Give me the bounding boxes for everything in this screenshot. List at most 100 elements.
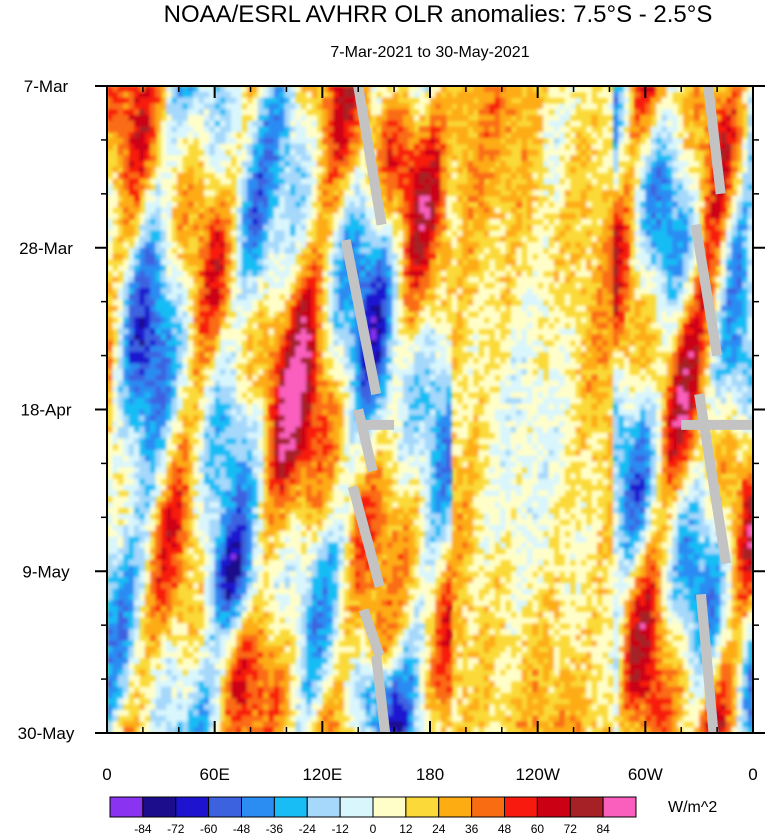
heatmap-cell — [424, 328, 431, 336]
heatmap-cell — [187, 317, 194, 324]
heatmap-cell — [408, 259, 415, 266]
heatmap-cell — [639, 143, 646, 151]
heatmap-cell — [548, 126, 555, 133]
heatmap-cell — [284, 137, 291, 145]
heatmap-cell — [139, 270, 146, 278]
heatmap-cell — [246, 363, 253, 370]
heatmap-cell — [559, 137, 566, 145]
heatmap-cell — [639, 86, 646, 93]
heatmap-cell — [150, 369, 157, 376]
heatmap-cell — [672, 143, 679, 151]
heatmap-cell — [650, 195, 657, 203]
heatmap-cell — [548, 351, 555, 359]
heatmap-cell — [220, 213, 227, 220]
heatmap-cell — [639, 276, 646, 284]
heatmap-cell — [123, 299, 130, 307]
heatmap-cell — [478, 120, 485, 128]
heatmap-cell — [392, 340, 399, 347]
heatmap-cell — [731, 172, 738, 180]
heatmap-cell — [430, 195, 436, 203]
heatmap-cell — [613, 276, 620, 284]
heatmap-cell — [613, 103, 620, 110]
heatmap-cell — [144, 236, 151, 243]
heatmap-cell — [430, 218, 436, 226]
heatmap-cell — [290, 207, 297, 214]
heatmap-cell — [537, 207, 544, 214]
heatmap-cell — [413, 161, 420, 168]
heatmap-cell — [645, 340, 652, 347]
heatmap-cell — [397, 369, 404, 376]
heatmap-cell — [683, 270, 689, 278]
heatmap-cell — [322, 109, 329, 116]
heatmap-cell — [580, 247, 587, 255]
heatmap-cell — [569, 265, 576, 272]
heatmap-cell — [376, 374, 383, 382]
heatmap-cell — [430, 103, 436, 110]
heatmap-cell — [731, 299, 738, 307]
heatmap-cell — [209, 265, 216, 272]
heatmap-cell — [618, 345, 625, 353]
heatmap-cell — [521, 345, 528, 353]
heatmap-cell — [112, 195, 119, 203]
heatmap-cell — [365, 224, 372, 232]
heatmap-cell — [220, 311, 227, 318]
heatmap-cell — [263, 247, 270, 255]
heatmap-cell — [666, 241, 673, 249]
heatmap-cell — [290, 236, 297, 243]
heatmap-cell — [435, 109, 442, 116]
heatmap-cell — [263, 120, 270, 128]
heatmap-cell — [133, 241, 140, 249]
heatmap-cell — [473, 172, 480, 180]
heatmap-cell — [268, 236, 275, 243]
heatmap-cell — [155, 114, 162, 122]
heatmap-cell — [494, 311, 501, 318]
heatmap-cell — [559, 270, 566, 278]
heatmap-cell — [478, 363, 485, 370]
heatmap-cell — [618, 299, 625, 307]
heatmap-cell — [300, 270, 307, 278]
heatmap-cell — [203, 380, 210, 387]
heatmap-cell — [209, 305, 216, 312]
heatmap-cell — [559, 184, 566, 191]
heatmap-cell — [629, 317, 636, 324]
heatmap-cell — [128, 109, 135, 116]
heatmap-cell — [139, 149, 146, 156]
heatmap-cell — [392, 259, 399, 266]
heatmap-cell — [160, 161, 167, 168]
heatmap-cell — [683, 149, 689, 156]
heatmap-cell — [306, 184, 313, 191]
heatmap-cell — [392, 137, 399, 145]
heatmap-cell — [386, 241, 393, 249]
heatmap-cell — [128, 97, 135, 104]
heatmap-cell — [478, 149, 485, 156]
heatmap-cell — [306, 195, 313, 203]
heatmap-cell — [316, 253, 323, 260]
heatmap-cell — [683, 253, 689, 260]
heatmap-cell — [672, 184, 679, 191]
heatmap-cell — [354, 241, 361, 249]
heatmap-cell — [473, 161, 480, 168]
heatmap-cell — [505, 114, 512, 122]
heatmap-cell — [349, 207, 356, 214]
heatmap-cell — [715, 322, 722, 330]
heatmap-cell — [306, 351, 313, 359]
heatmap-cell — [349, 380, 356, 387]
heatmap-cell — [123, 357, 130, 364]
heatmap-cell — [279, 189, 286, 197]
heatmap-cell — [300, 374, 307, 382]
heatmap-cell — [720, 334, 727, 341]
heatmap-cell — [257, 218, 264, 226]
heatmap-cell — [467, 178, 474, 185]
heatmap-cell — [586, 357, 593, 364]
heatmap-cell — [381, 230, 388, 237]
heatmap-cell — [214, 288, 221, 295]
heatmap-cell — [677, 334, 684, 341]
heatmap-cell — [742, 137, 749, 145]
heatmap-cell — [139, 351, 146, 359]
heatmap-cell — [747, 299, 753, 307]
heatmap-cell — [569, 322, 576, 330]
heatmap-cell — [462, 253, 469, 260]
heatmap-cell — [327, 265, 334, 272]
heatmap-cell — [268, 363, 275, 370]
heatmap-cell — [246, 184, 253, 191]
